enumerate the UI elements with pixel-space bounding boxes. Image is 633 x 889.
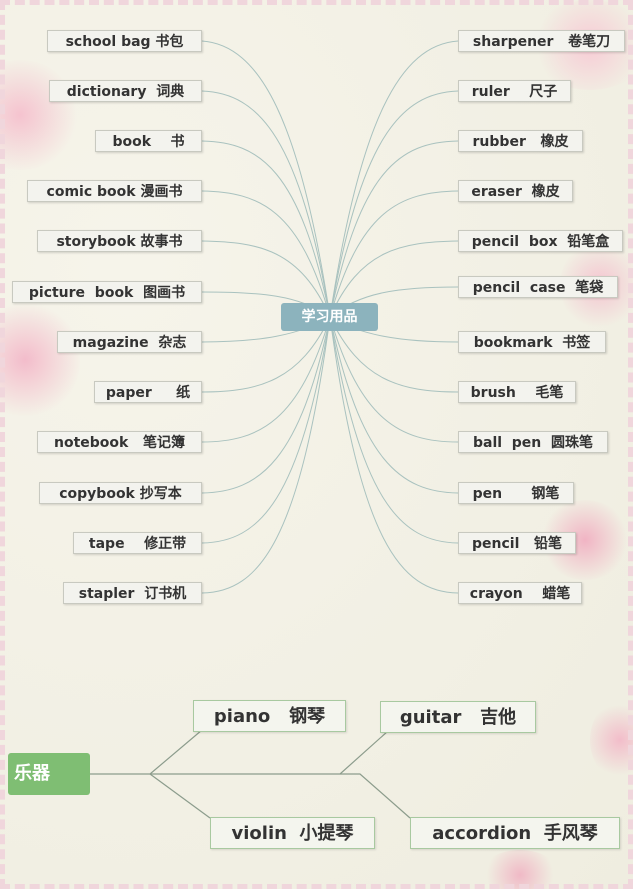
- right-item-ruler: ruler 尺子: [458, 80, 571, 102]
- connector-left-8: [201, 316, 331, 393]
- right-item-pencil-case: pencil case 笔袋: [458, 276, 618, 298]
- connector-left-4: [201, 190, 331, 318]
- right-item-sharpener: sharpener 卷笔刀: [458, 30, 625, 52]
- connector-right-9: [329, 316, 459, 443]
- connector-left-2: [201, 90, 331, 318]
- left-item-dictionary: dictionary 词典: [49, 80, 202, 102]
- left-item-paper: paper 纸: [94, 381, 202, 403]
- connector-left-3: [201, 140, 331, 318]
- left-item-storybook: storybook 故事书: [37, 230, 202, 252]
- connector-right-1: [329, 40, 459, 318]
- right-item-rubber: rubber 橡皮: [458, 130, 583, 152]
- instrument-piano: piano 钢琴: [193, 700, 346, 732]
- connector-right-4: [329, 190, 459, 318]
- connector-left-1: [201, 40, 331, 318]
- connector-violin: [149, 773, 211, 819]
- right-item-ball-pen: ball pen 圆珠笔: [458, 431, 608, 453]
- connector-right-12: [329, 316, 459, 594]
- right-item-eraser: eraser 橡皮: [458, 180, 573, 202]
- left-item-magazine: magazine 杂志: [57, 331, 202, 353]
- left-item-notebook: notebook 笔记簿: [37, 431, 202, 453]
- left-item-school-bag: school bag 书包: [47, 30, 202, 52]
- left-item-copybook: copybook 抄写本: [39, 482, 202, 504]
- connector-left-12: [201, 316, 331, 594]
- connector-right-11: [329, 316, 459, 544]
- connector-left-9: [201, 316, 331, 443]
- connector-left-5: [201, 240, 331, 318]
- connector-right-5: [329, 240, 459, 318]
- connector-left-11: [201, 316, 331, 544]
- left-item-tape: tape 修正带: [73, 532, 202, 554]
- left-item-book: book 书: [95, 130, 202, 152]
- connector-right-8: [329, 316, 459, 393]
- center-topic: 学习用品: [281, 303, 378, 331]
- right-item-crayon: crayon 蜡笔: [458, 582, 582, 604]
- right-item-brush: brush 毛笔: [458, 381, 576, 403]
- left-item-stapler: stapler 订书机: [63, 582, 202, 604]
- instrument-accordion: accordion 手风琴: [410, 817, 620, 849]
- right-item-pen: pen 钢笔: [458, 482, 574, 504]
- connector-guitar: [150, 730, 389, 775]
- connector-right-2: [329, 90, 459, 318]
- music-topic: 乐器: [8, 753, 90, 795]
- right-item-pencil: pencil 铅笔: [458, 532, 576, 554]
- instrument-guitar: guitar 吉他: [380, 701, 536, 733]
- connector-accordion: [340, 773, 411, 819]
- connector-right-10: [329, 316, 459, 494]
- connector-piano: [90, 729, 203, 775]
- right-item-pencil-box: pencil box 铅笔盒: [458, 230, 623, 252]
- connector-right-3: [329, 140, 459, 318]
- instrument-violin: violin 小提琴: [210, 817, 375, 849]
- connector-left-10: [201, 316, 331, 494]
- right-item-bookmark: bookmark 书签: [458, 331, 606, 353]
- left-item-comic-book: comic book 漫画书: [27, 180, 202, 202]
- left-item-picture-book: picture book 图画书: [12, 281, 202, 303]
